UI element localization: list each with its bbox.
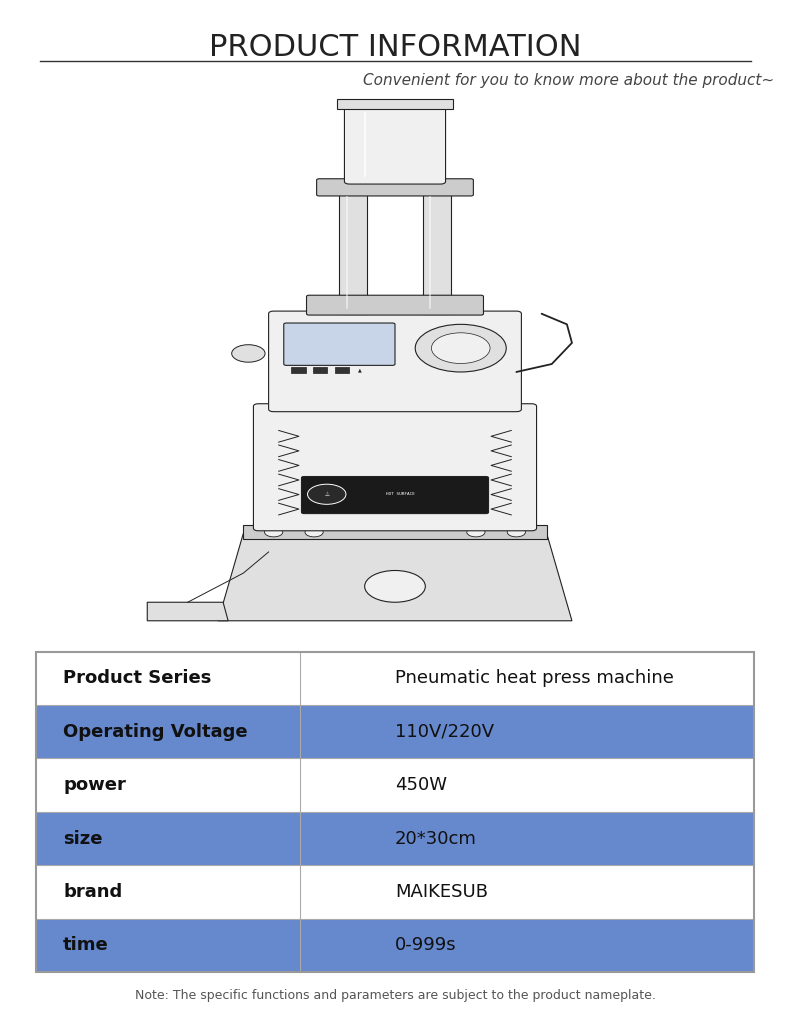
Text: Convenient for you to know more about the product~: Convenient for you to know more about th… bbox=[363, 73, 774, 89]
Bar bbox=[36, 812, 754, 865]
Circle shape bbox=[507, 527, 525, 536]
Bar bbox=[36, 704, 754, 758]
Text: ▲: ▲ bbox=[358, 367, 362, 373]
Text: MAIKESUB: MAIKESUB bbox=[395, 883, 488, 901]
Bar bbox=[36, 652, 754, 972]
Circle shape bbox=[307, 485, 346, 504]
Text: 110V/220V: 110V/220V bbox=[395, 723, 494, 741]
Circle shape bbox=[231, 345, 265, 362]
Bar bbox=[337, 100, 453, 109]
Bar bbox=[423, 192, 450, 314]
Circle shape bbox=[416, 325, 506, 372]
Text: Operating Voltage: Operating Voltage bbox=[63, 723, 248, 741]
Text: time: time bbox=[63, 937, 109, 955]
Bar bbox=[335, 367, 349, 374]
Text: Note: The specific functions and parameters are subject to the product nameplate: Note: The specific functions and paramet… bbox=[134, 989, 656, 1002]
FancyBboxPatch shape bbox=[284, 323, 395, 365]
FancyBboxPatch shape bbox=[307, 295, 483, 316]
Text: size: size bbox=[63, 830, 103, 848]
Bar bbox=[36, 865, 754, 918]
Circle shape bbox=[431, 333, 490, 363]
Circle shape bbox=[365, 570, 425, 603]
FancyBboxPatch shape bbox=[317, 179, 473, 195]
Text: PRODUCT INFORMATION: PRODUCT INFORMATION bbox=[209, 33, 581, 61]
Text: 20*30cm: 20*30cm bbox=[395, 830, 477, 848]
Text: Product Series: Product Series bbox=[63, 669, 212, 687]
Text: brand: brand bbox=[63, 883, 122, 901]
Text: 450W: 450W bbox=[395, 776, 447, 794]
FancyBboxPatch shape bbox=[269, 312, 521, 411]
Text: Pneumatic heat press machine: Pneumatic heat press machine bbox=[395, 669, 674, 687]
Bar bbox=[292, 367, 306, 374]
Bar bbox=[243, 525, 547, 539]
Polygon shape bbox=[218, 533, 572, 621]
Circle shape bbox=[265, 527, 283, 536]
Text: power: power bbox=[63, 776, 126, 794]
FancyBboxPatch shape bbox=[344, 105, 446, 184]
Bar bbox=[36, 758, 754, 812]
Polygon shape bbox=[147, 603, 228, 621]
FancyBboxPatch shape bbox=[254, 404, 536, 530]
FancyBboxPatch shape bbox=[302, 476, 488, 513]
Bar bbox=[313, 367, 327, 374]
Text: ⚠: ⚠ bbox=[325, 492, 329, 497]
Text: 0-999s: 0-999s bbox=[395, 937, 457, 955]
Bar bbox=[36, 652, 754, 705]
Text: HOT SURFACE: HOT SURFACE bbox=[386, 493, 415, 496]
Circle shape bbox=[305, 527, 323, 536]
Circle shape bbox=[467, 527, 485, 536]
Bar bbox=[36, 919, 754, 972]
Bar bbox=[340, 192, 367, 314]
